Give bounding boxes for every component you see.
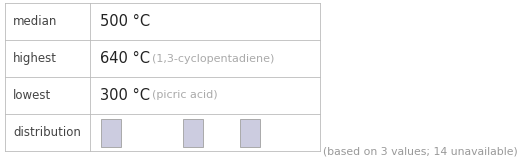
Text: 300 °C: 300 °C bbox=[100, 88, 150, 103]
Text: median: median bbox=[13, 15, 58, 28]
Text: (based on 3 values; 14 unavailable): (based on 3 values; 14 unavailable) bbox=[323, 146, 518, 156]
Text: lowest: lowest bbox=[13, 89, 51, 102]
Bar bbox=[241, 118, 260, 146]
Text: 500 °C: 500 °C bbox=[100, 14, 150, 29]
Text: (1,3-cyclopentadiene): (1,3-cyclopentadiene) bbox=[152, 53, 275, 63]
Text: 640 °C: 640 °C bbox=[100, 51, 150, 66]
Bar bbox=[101, 118, 121, 146]
Text: distribution: distribution bbox=[13, 126, 81, 139]
Text: (picric acid): (picric acid) bbox=[152, 90, 218, 100]
Bar bbox=[183, 118, 203, 146]
Text: highest: highest bbox=[13, 52, 57, 65]
